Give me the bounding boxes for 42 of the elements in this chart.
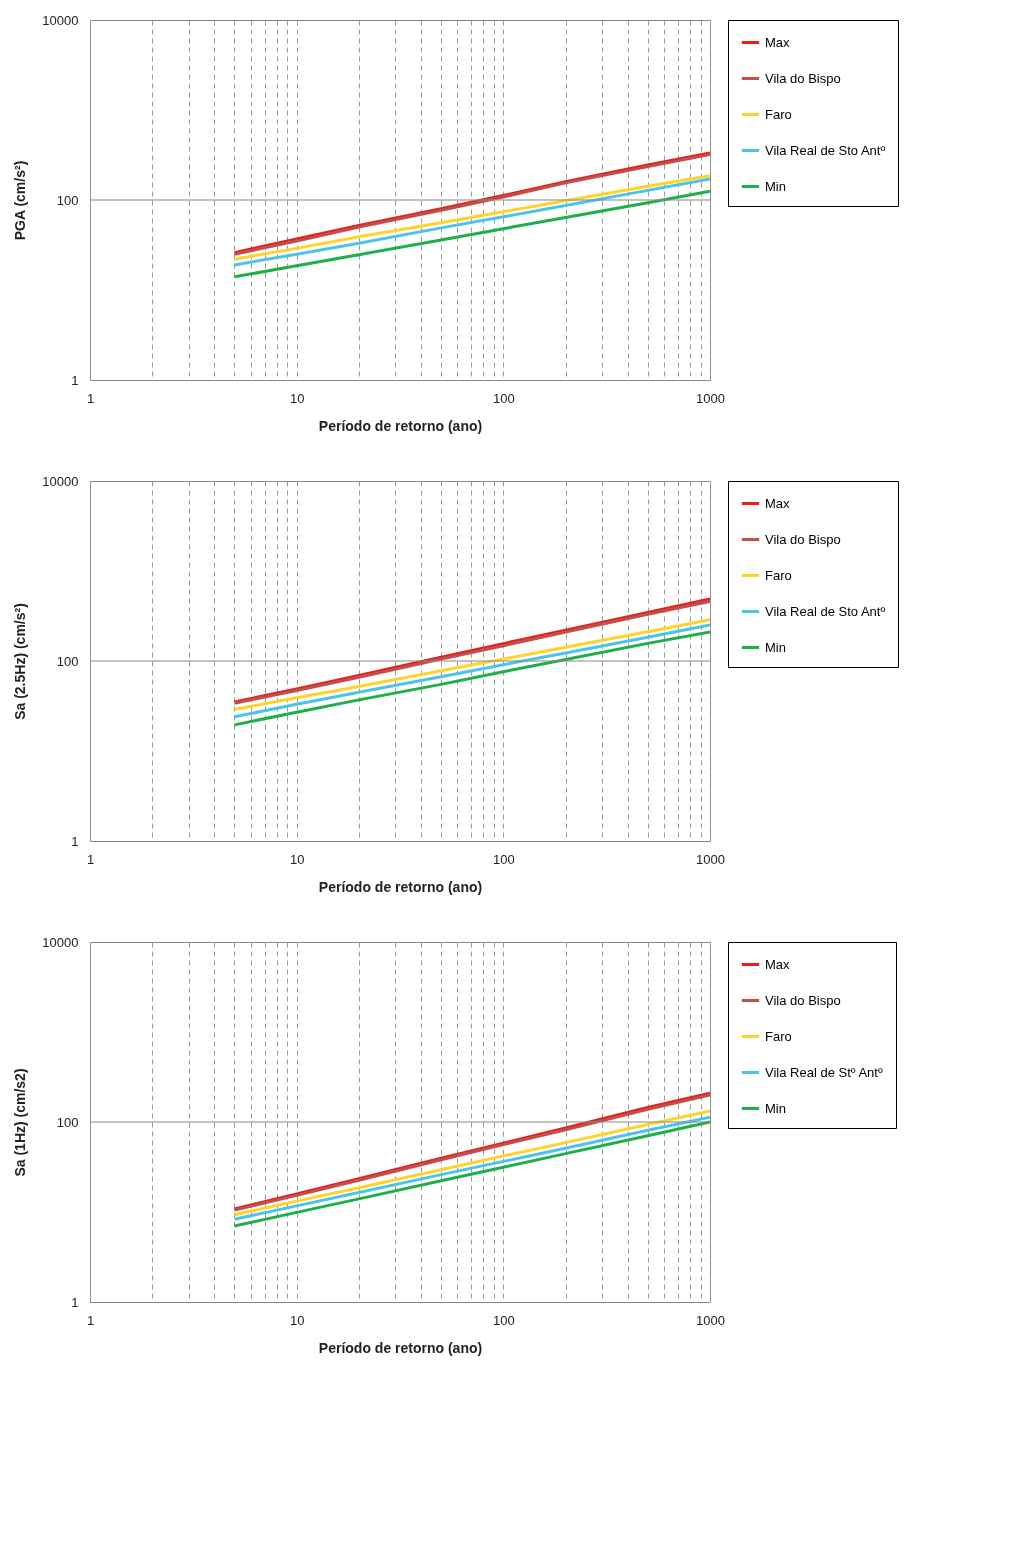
x-tick-label: 1 (86, 851, 95, 867)
x-axis-title: Período de retorno (ano) (318, 417, 483, 434)
y-tick-label: 1 (71, 1294, 79, 1310)
x-tick-label: 1 (86, 1312, 95, 1328)
x-tick-label: 1000 (696, 851, 725, 867)
x-tick-label: 10 (289, 1312, 305, 1328)
x-tick-label: 10 (289, 851, 305, 867)
legend-label: Min (765, 1100, 786, 1116)
legend-label: Vila Real de Stº Antº (765, 1064, 883, 1080)
legend-label: Vila do Bispo (765, 70, 841, 86)
x-tick-label: 100 (492, 1312, 515, 1328)
y-tick-label: 100 (56, 653, 79, 669)
y-tick-label: 100 (56, 1114, 79, 1130)
legend-label: Min (765, 639, 786, 655)
y-tick-label: 100 (56, 192, 79, 208)
y-axis-title: PGA (cm/s²) (12, 160, 29, 241)
legend-label: Max (765, 956, 791, 972)
y-tick-label: 10000 (42, 12, 79, 28)
y-tick-label: 10000 (42, 473, 79, 489)
legend-label: Max (765, 34, 791, 50)
y-tick-label: 10000 (42, 934, 79, 950)
y-axis-title: Sa (2.5Hz) (cm/s²) (12, 603, 29, 720)
legend-label: Vila Real de Sto Antº (765, 603, 886, 619)
x-axis-title: Período de retorno (ano) (318, 878, 483, 895)
legend-label: Max (765, 495, 791, 511)
x-tick-label: 1000 (696, 390, 725, 406)
y-tick-label: 1 (71, 833, 79, 849)
x-tick-label: 10 (289, 390, 305, 406)
legend-label: Faro (765, 567, 792, 583)
legend-label: Vila do Bispo (765, 992, 841, 1008)
x-tick-label: 100 (492, 390, 515, 406)
x-tick-label: 1 (86, 390, 95, 406)
y-tick-label: 1 (71, 372, 79, 388)
y-axis-title: Sa (1Hz) (cm/s2) (12, 1068, 29, 1177)
legend-label: Faro (765, 1028, 792, 1044)
legend-label: Vila Real de Sto Antº (765, 142, 886, 158)
legend-label: Faro (765, 106, 792, 122)
x-axis-title: Período de retorno (ano) (318, 1339, 483, 1356)
legend-label: Vila do Bispo (765, 531, 841, 547)
legend-label: Min (765, 178, 786, 194)
x-tick-label: 1000 (696, 1312, 725, 1328)
x-tick-label: 100 (492, 851, 515, 867)
